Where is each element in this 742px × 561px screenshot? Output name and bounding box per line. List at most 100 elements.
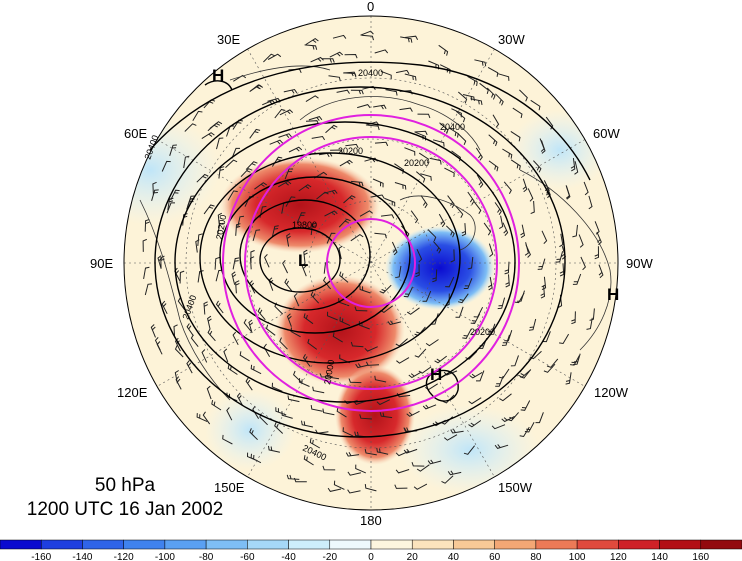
wind-barb (327, 487, 342, 492)
wind-barb (501, 415, 515, 423)
wind-barb (416, 248, 423, 263)
wind-barb (379, 412, 393, 419)
contour-label: 20200 (470, 327, 495, 337)
wind-barb (196, 413, 208, 423)
wind-barb (231, 271, 237, 285)
colorbar-tick-label: 120 (610, 552, 627, 561)
wind-barb (211, 399, 222, 411)
lon-label-120w: 120W (594, 385, 629, 400)
wind-barb (391, 241, 398, 256)
wind-barb (522, 178, 528, 193)
wind-barb (505, 274, 510, 288)
wind-barb (279, 109, 294, 116)
wind-barb (545, 116, 554, 130)
wind-barb (274, 422, 284, 434)
wind-barb (144, 219, 150, 232)
wind-barb (384, 197, 396, 207)
wind-barb (157, 255, 163, 269)
wind-barb (359, 210, 373, 217)
wind-barb (483, 222, 492, 236)
wind-barb (539, 138, 545, 152)
wind-barb (246, 452, 258, 462)
wind-barb (580, 256, 586, 271)
colorbar-swatch (535, 539, 578, 550)
wind-barb (443, 434, 458, 441)
wind-barb (395, 338, 408, 347)
wind-barb (316, 191, 329, 200)
wind-barb (586, 317, 593, 330)
lon-label-60w: 60W (593, 126, 620, 141)
polar-rings (222, 114, 520, 412)
contour-label: 20400 (440, 122, 465, 132)
wind-barb (174, 345, 184, 358)
colorbar-tick-label: 140 (651, 552, 668, 561)
wind-barb (362, 85, 376, 90)
wind-barb (311, 135, 326, 141)
wind-barb (418, 152, 429, 164)
wind-barb (361, 34, 374, 41)
wind-barb (380, 214, 395, 219)
wind-barb (310, 56, 324, 63)
wind-barb (350, 341, 364, 348)
wind-barb (385, 89, 398, 96)
wind-barb (494, 444, 509, 449)
wind-barb (510, 355, 519, 367)
wind-barb (589, 308, 595, 321)
wind-barb (254, 182, 267, 190)
wind-barb (499, 393, 512, 402)
wind-barb (427, 229, 437, 242)
wind-barb (305, 95, 319, 103)
wind-barb (235, 223, 241, 236)
wind-barb (249, 428, 258, 441)
wind-barb (232, 331, 239, 346)
wind-barb (298, 184, 312, 192)
wind-barb (304, 44, 318, 50)
wind-barb (355, 363, 369, 369)
wind-barb (264, 254, 270, 268)
wind-barb (288, 146, 303, 153)
wind-barb (445, 276, 455, 288)
wind-barb (494, 202, 502, 215)
wind-barb (293, 292, 300, 307)
colorbar-tick-label: -60 (240, 552, 255, 561)
contour-label: 20200 (338, 146, 363, 156)
wind-barb (443, 370, 458, 376)
wind-barb (196, 173, 209, 183)
wind-barb (417, 113, 431, 119)
wind-barb (214, 256, 220, 270)
high-center: H (430, 365, 442, 384)
wind-barb (488, 134, 498, 147)
wind-barb (533, 160, 542, 173)
colorbar-swatch (659, 539, 702, 550)
lon-label-150w: 150W (498, 480, 533, 495)
wind-barb (396, 357, 410, 364)
wind-barb (302, 354, 311, 367)
wind-barb (578, 234, 584, 248)
wind-barb (330, 149, 344, 154)
wind-barb (540, 285, 546, 299)
wind-barb (504, 330, 513, 342)
wind-barb (250, 250, 255, 264)
wind-barb (338, 218, 351, 228)
wind-barb (201, 349, 208, 363)
wind-barb (286, 233, 291, 247)
wind-barb (332, 332, 343, 343)
wind-barb (461, 223, 467, 237)
wind-barb (286, 474, 300, 480)
colorbar-boxes (0, 539, 742, 550)
colorbar-tick-label: 60 (489, 552, 501, 561)
wind-barb (326, 311, 338, 321)
wind-barb (203, 301, 209, 315)
wind-barb (572, 224, 578, 238)
wind-barb (267, 53, 282, 60)
wind-barb (598, 264, 604, 279)
wind-barb (470, 98, 483, 105)
wind-barb (293, 370, 302, 383)
wind-barb (161, 160, 171, 172)
wind-barb (470, 313, 481, 325)
wind-barb (329, 51, 344, 58)
wind-barb (583, 181, 589, 196)
wind-barb (338, 245, 343, 260)
wind-barb (519, 426, 530, 438)
wind-barb (498, 368, 510, 379)
